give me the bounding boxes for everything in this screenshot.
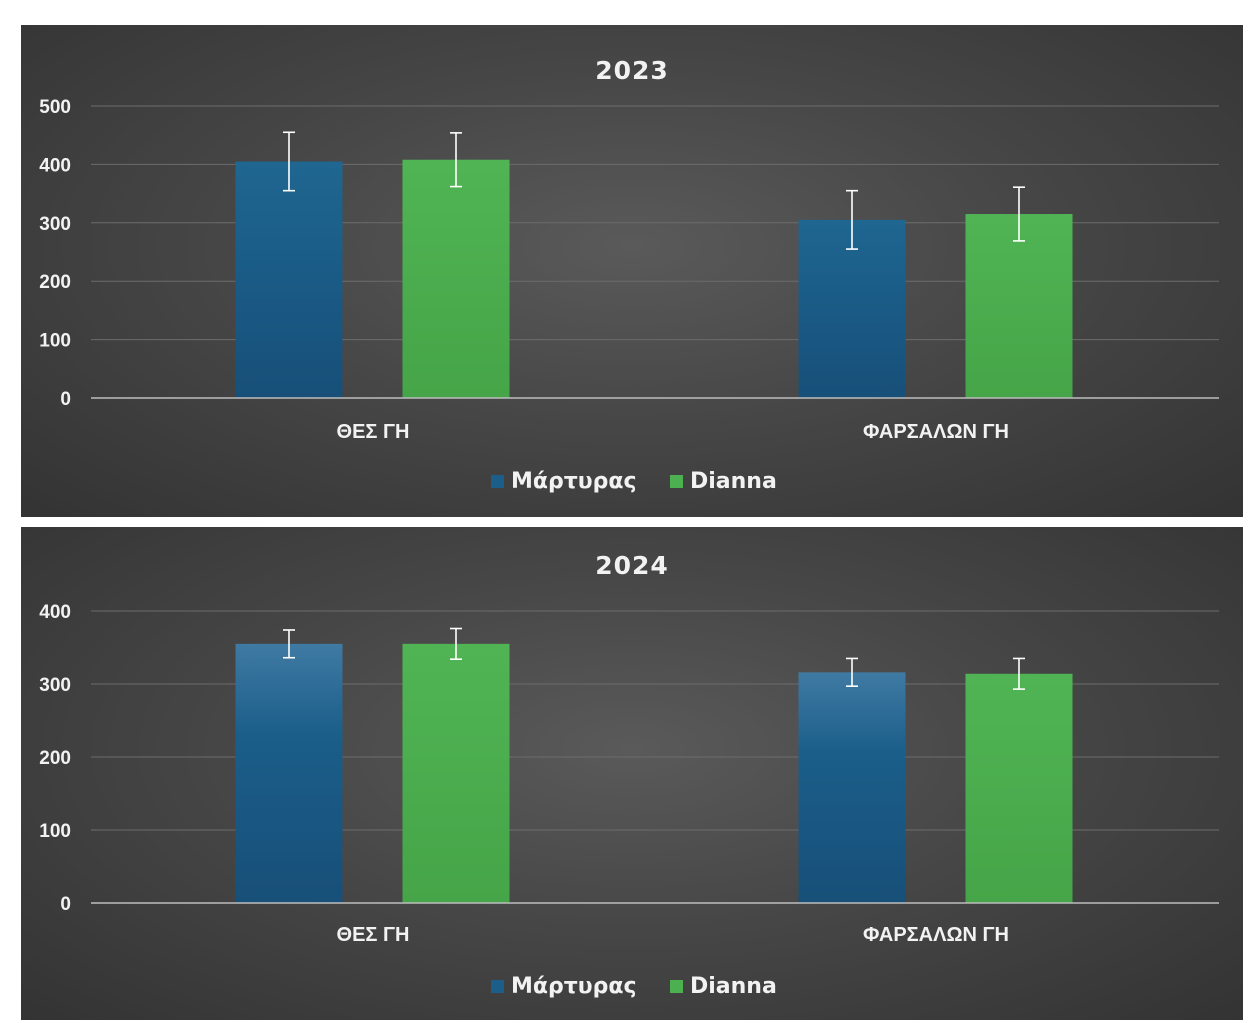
bar — [235, 643, 343, 903]
y-tick-label: 400 — [39, 155, 71, 176]
chart-2023: 2023 0 100 200 300 400 500 ΘΕΣ ΓΗ ΦΑΡΣΑΛΩΝ ΓΗ Μάρ… — [39, 56, 1219, 494]
y-tick-label: 200 — [39, 272, 71, 293]
x-tick-label: ΦΑΡΣΑΛΩΝ ΓΗ — [863, 924, 1009, 946]
chart-title: 2023 — [595, 56, 669, 85]
legend-label: Μάρτυρας — [511, 974, 637, 999]
y-tick-label: 400 — [39, 602, 71, 623]
bar — [965, 673, 1073, 903]
y-tick-label: 300 — [39, 675, 71, 696]
y-tick-label: 0 — [60, 894, 71, 915]
bar — [798, 672, 906, 903]
legend-label: Dianna — [690, 469, 777, 494]
x-tick-label: ΘΕΣ ΓΗ — [337, 924, 410, 946]
chart-2024: 2024 0 100 200 300 400 ΘΕΣ ΓΗ ΦΑΡΣΑΛΩΝ ΓΗ Μάρτυρ… — [39, 551, 1219, 999]
y-tick-label: 500 — [39, 97, 71, 118]
x-tick-label: ΘΕΣ ΓΗ — [337, 421, 410, 443]
legend-swatch — [491, 980, 504, 993]
chart-panel-2024: 2024 0 100 200 300 400 ΘΕΣ ΓΗ ΦΑΡΣΑΛΩΝ ΓΗ Μάρτυρ… — [21, 527, 1243, 1020]
y-tick-label: 200 — [39, 748, 71, 769]
chart-panel-2023: 2023 0 100 200 300 400 500 ΘΕΣ ΓΗ ΦΑΡΣΑΛΩΝ ΓΗ Μάρ… — [21, 25, 1243, 517]
bar — [235, 161, 343, 398]
bar — [402, 159, 510, 398]
y-tick-label: 100 — [39, 821, 71, 842]
legend-label: Μάρτυρας — [511, 469, 637, 494]
legend-swatch — [491, 475, 504, 488]
legend-swatch — [670, 980, 683, 993]
y-tick-label: 0 — [60, 389, 71, 410]
x-tick-label: ΦΑΡΣΑΛΩΝ ΓΗ — [863, 421, 1009, 443]
bar — [402, 643, 510, 903]
legend-swatch — [670, 475, 683, 488]
chart-title: 2024 — [595, 551, 669, 580]
y-tick-label: 100 — [39, 331, 71, 352]
bar — [965, 214, 1073, 398]
legend-label: Dianna — [690, 974, 777, 999]
y-tick-label: 300 — [39, 214, 71, 235]
